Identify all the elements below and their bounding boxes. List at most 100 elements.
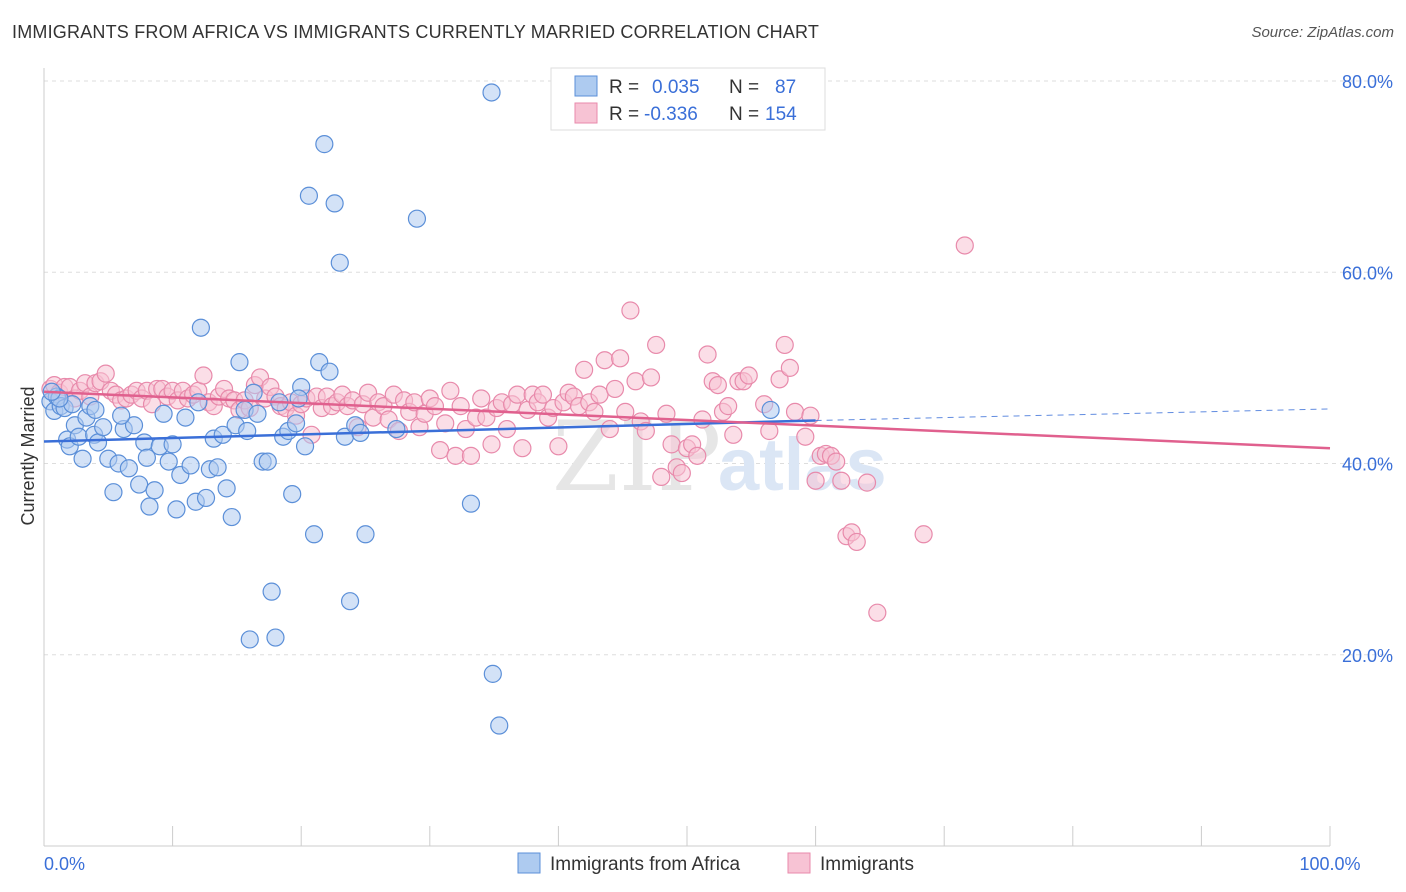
africa-point: [407, 209, 427, 228]
africa-point: [94, 418, 113, 437]
africa-point: [196, 488, 216, 508]
africa-point: [137, 448, 156, 467]
africa-point: [461, 494, 481, 513]
immigrants-point: [775, 335, 794, 355]
legend-n-label-africa: N =: [729, 77, 759, 98]
immigrants-point: [533, 385, 553, 404]
africa-point: [130, 475, 149, 494]
africa-point: [286, 414, 306, 433]
bottom-legend-swatch-immigrants: [787, 852, 811, 874]
immigrants-point: [847, 532, 866, 552]
africa-point: [163, 435, 182, 454]
africa-point: [86, 400, 105, 420]
immigrants-point: [461, 446, 481, 465]
immigrants-point: [621, 301, 640, 320]
immigrants-point: [600, 419, 619, 439]
africa-point: [112, 406, 131, 425]
africa-point: [283, 485, 302, 504]
immigrants-point: [857, 473, 877, 492]
africa-point: [356, 525, 375, 544]
immigrants-point: [611, 349, 630, 368]
immigrants-point: [194, 366, 213, 385]
africa-point: [483, 664, 502, 683]
africa-point: [315, 135, 334, 154]
immigrants-point: [652, 467, 671, 486]
legend-n-value-africa: 87: [775, 77, 796, 98]
immigrants-point: [605, 379, 625, 399]
africa-point: [258, 452, 277, 471]
africa-points: [41, 83, 780, 735]
y-tick-label-60: 60.0%: [1342, 263, 1393, 283]
immigrants-point: [724, 425, 743, 444]
africa-point: [482, 83, 501, 102]
immigrants-point: [472, 389, 491, 408]
y-tick-label-40: 40.0%: [1342, 455, 1393, 475]
africa-point: [320, 362, 339, 381]
bottom-legend: Immigrants from Africa Immigrants: [517, 852, 914, 875]
bottom-legend-africa: Immigrants from Africa: [550, 854, 740, 875]
africa-point: [299, 186, 319, 205]
immigrants-point: [590, 385, 609, 404]
africa-point: [159, 452, 178, 471]
africa-point: [244, 383, 263, 402]
immigrants-point: [647, 335, 666, 355]
immigrants-point: [832, 471, 851, 490]
immigrants-point: [698, 345, 717, 364]
africa-point: [340, 592, 360, 611]
africa-point: [266, 628, 285, 647]
immigrants-point: [806, 471, 825, 490]
x-ticks: [43, 826, 1331, 846]
immigrants-point: [430, 441, 450, 460]
immigrants-trend-line: [43, 390, 1331, 450]
africa-point: [167, 500, 186, 519]
immigrants-point: [785, 402, 805, 421]
bottom-legend-swatch-africa: [517, 852, 541, 874]
immigrants-point: [575, 360, 594, 379]
legend-n-label-immigrants: N =: [729, 104, 759, 125]
africa-point: [88, 433, 108, 452]
y-tick-labels: 20.0% 40.0% 60.0% 80.0%: [1342, 72, 1393, 666]
africa-point: [761, 400, 780, 420]
immigrants-point: [96, 364, 115, 383]
immigrants-point: [796, 427, 815, 446]
legend-r-value-immigrants: -0.336: [644, 104, 698, 125]
immigrants-point: [482, 435, 501, 454]
legend-n-value-immigrants: 154: [765, 104, 797, 125]
africa-point: [104, 483, 123, 502]
africa-point: [124, 416, 144, 435]
immigrants-point: [770, 370, 789, 389]
africa-point: [217, 479, 236, 498]
africa-point: [135, 433, 154, 452]
africa-point: [145, 481, 164, 500]
africa-point: [262, 582, 281, 601]
immigrants-point: [549, 437, 568, 456]
bottom-legend-immigrants: Immigrants: [820, 854, 914, 875]
legend-r-label-immigrants: R =: [609, 104, 639, 125]
africa-point: [69, 427, 88, 446]
y-tick-label-20: 20.0%: [1342, 646, 1393, 666]
immigrants-point: [595, 351, 614, 370]
africa-point: [295, 437, 315, 456]
africa-point: [191, 318, 210, 337]
immigrants-point: [441, 381, 460, 400]
legend-r-value-africa: 0.035: [652, 77, 700, 98]
africa-point: [119, 459, 138, 478]
immigrants-point: [914, 525, 933, 544]
y-tick-label-80: 80.0%: [1342, 72, 1393, 92]
africa-point: [304, 525, 324, 544]
immigrants-point: [662, 435, 681, 454]
immigrants-point: [508, 385, 527, 404]
immigrants-point: [585, 402, 604, 421]
legend-swatch-africa: [574, 75, 598, 97]
africa-point: [330, 253, 349, 272]
africa-trend-dashed: [815, 408, 1331, 421]
immigrants-point: [513, 439, 532, 458]
immigrants-point: [636, 421, 655, 441]
immigrants-point: [436, 414, 455, 433]
chart-source: Source: ZipAtlas.com: [1251, 24, 1394, 41]
africa-point: [176, 408, 195, 427]
immigrants-point: [672, 463, 691, 483]
africa-point: [73, 449, 92, 468]
africa-point: [208, 458, 227, 477]
immigrants-point: [868, 603, 887, 622]
